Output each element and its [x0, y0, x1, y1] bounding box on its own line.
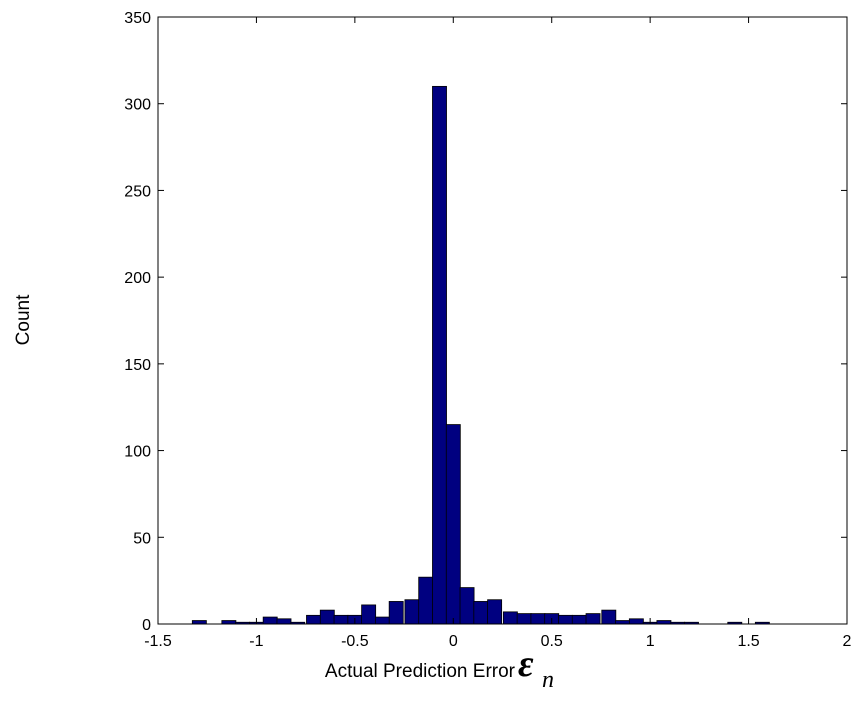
histogram-bar [374, 616, 390, 625]
histogram-bar [388, 601, 404, 625]
histogram-bar [516, 613, 532, 625]
histogram-bar [571, 614, 587, 625]
y-tick-label: 0 [142, 617, 151, 634]
histogram-bar [432, 85, 447, 625]
histogram-bar [601, 609, 617, 625]
histogram-bar [530, 613, 546, 625]
histogram-bar [276, 618, 292, 625]
y-tick-label: 300 [124, 97, 151, 114]
x-tick-label: 2 [843, 633, 852, 650]
histogram-bar [459, 587, 475, 625]
histogram-bar [262, 616, 278, 625]
x-tick-label: -1 [249, 633, 263, 650]
histogram-bar [558, 614, 573, 625]
x-tick-label: 1.5 [737, 633, 759, 650]
x-axis-symbol: ε [518, 643, 534, 685]
x-axis-symbol-subscript: n [542, 667, 554, 693]
y-tick-label: 150 [124, 357, 151, 374]
y-axis-label: Count [13, 294, 34, 345]
plot-frame [157, 16, 848, 625]
y-tick-label: 250 [124, 183, 151, 200]
histogram-bar [445, 424, 461, 625]
histogram-bar [473, 601, 489, 625]
histogram-bar [585, 613, 601, 625]
histogram-bar [333, 614, 349, 625]
histogram-bar [191, 620, 207, 625]
y-tick-label: 50 [133, 530, 151, 547]
histogram-bar [361, 604, 377, 625]
histogram-bar [221, 620, 237, 625]
histogram-bar [319, 609, 335, 625]
histogram-bar [306, 614, 321, 625]
x-tick-label: -1.5 [144, 633, 172, 650]
histogram-bar [418, 576, 434, 625]
x-axis-ticks: -1.5 -1 -0.5 0 0.5 1 1.5 2 [144, 17, 852, 650]
histogram-bar [487, 599, 503, 625]
y-tick-label: 100 [124, 444, 151, 461]
y-tick-label: 350 [124, 10, 151, 27]
x-tick-label: -0.5 [341, 633, 369, 650]
histogram-bar [656, 620, 672, 625]
histogram-bar [628, 618, 644, 625]
bars-group [191, 85, 770, 625]
x-tick-label: 0.5 [541, 633, 563, 650]
y-tick-label: 200 [124, 270, 151, 287]
histogram-bar [615, 620, 631, 625]
x-axis-label: Actual Prediction Error [325, 661, 516, 682]
y-axis-ticks: 0 50 100 150 200 250 300 350 [124, 10, 847, 634]
plot-area [158, 17, 847, 624]
x-tick-label: 1 [646, 633, 655, 650]
histogram-bar [404, 599, 420, 625]
histogram-bar [502, 611, 518, 625]
x-tick-label: 0 [449, 633, 458, 650]
